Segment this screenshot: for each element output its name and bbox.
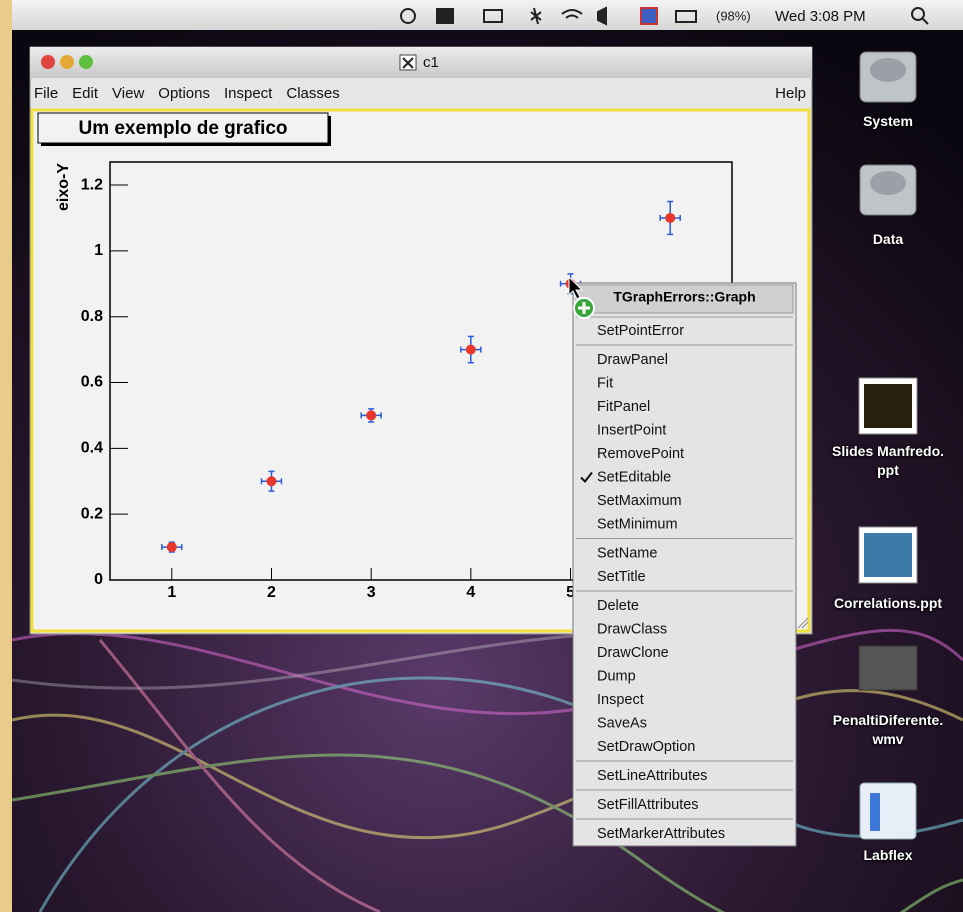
x-tick-label: 4 — [466, 584, 475, 601]
context-menu-item[interactable]: SetLineAttributes — [597, 768, 707, 784]
context-menu-item[interactable]: Dump — [597, 668, 636, 684]
desktop-icon-label[interactable]: Data — [830, 230, 946, 249]
file-icon[interactable] — [860, 783, 916, 839]
file-preview — [864, 384, 912, 428]
context-menu-item[interactable]: Fit — [597, 375, 613, 391]
context-menu-item[interactable]: InsertPoint — [597, 422, 666, 438]
desktop-icon-label[interactable]: Slides Manfredo.ppt — [830, 442, 946, 480]
context-menu-item[interactable]: SetMinimum — [597, 516, 678, 532]
menu-item[interactable]: Edit — [72, 85, 99, 102]
data-point[interactable] — [466, 345, 476, 355]
drive-icon-detail — [870, 171, 906, 195]
menu-item[interactable]: File — [34, 85, 58, 102]
x-tick-label: 1 — [167, 584, 176, 601]
desktop-icon-label[interactable]: PenaltiDiferente.wmv — [830, 711, 946, 749]
menu-strip — [31, 79, 811, 109]
screen: (98%) Wed 3:08 PM c1 File Edit View Options… — [0, 0, 963, 912]
context-menu-item[interactable]: SetName — [597, 545, 657, 561]
context-menu-item[interactable]: SetPointError — [597, 323, 684, 339]
clock[interactable]: Wed 3:08 PM — [775, 8, 866, 25]
data-point[interactable] — [167, 542, 177, 552]
desktop-icon-label[interactable]: System — [830, 112, 946, 131]
menu-item[interactable]: Classes — [286, 85, 339, 102]
context-menu-item[interactable]: SetEditable — [597, 469, 671, 485]
y-tick-label: 0.6 — [81, 374, 103, 391]
y-tick-label: 0.4 — [81, 440, 103, 457]
menu-item[interactable]: Options — [158, 85, 210, 102]
y-axis-label: eixo-Y — [55, 163, 72, 211]
chart-title: Um exemplo de grafico — [78, 118, 287, 139]
x-tick-label: 3 — [367, 584, 376, 601]
context-menu-item[interactable]: DrawClone — [597, 645, 669, 661]
data-point[interactable] — [665, 213, 675, 223]
desktop-icon-label[interactable]: Labflex — [830, 846, 946, 865]
y-tick-label: 0.2 — [81, 505, 103, 522]
data-point[interactable] — [366, 410, 376, 420]
context-menu-title: TGraphErrors::Graph — [613, 289, 755, 305]
context-menu-item[interactable]: DrawPanel — [597, 352, 668, 368]
context-menu-item[interactable]: SaveAs — [597, 715, 647, 731]
window-title: c1 — [423, 54, 439, 71]
file-icon[interactable] — [859, 646, 917, 690]
minimize-button[interactable] — [60, 55, 74, 69]
context-menu-item[interactable]: Delete — [597, 598, 639, 614]
file-preview — [870, 793, 880, 831]
help-menu[interactable]: Help — [775, 85, 806, 102]
drive-icon-detail — [870, 58, 906, 82]
title-bar — [30, 47, 812, 78]
x-tick-label: 2 — [267, 584, 276, 601]
y-tick-label: 0.8 — [81, 308, 103, 325]
context-menu-item[interactable]: SetFillAttributes — [597, 797, 699, 813]
close-button[interactable] — [41, 55, 55, 69]
context-menu-item[interactable]: FitPanel — [597, 399, 650, 415]
menu-item[interactable]: Inspect — [224, 85, 273, 102]
y-tick-label: 1 — [94, 242, 103, 259]
zoom-button[interactable] — [79, 55, 93, 69]
context-menu-item[interactable]: Inspect — [597, 692, 644, 708]
battery-percent: (98%) — [716, 8, 751, 23]
desktop: (98%) Wed 3:08 PM c1 File Edit View Options… — [0, 0, 963, 912]
context-menu-item[interactable]: SetMaximum — [597, 493, 682, 509]
desktop-icon-label[interactable]: Correlations.ppt — [830, 594, 946, 613]
context-menu-item[interactable]: SetMarkerAttributes — [597, 826, 725, 842]
menu-item[interactable]: View — [112, 85, 144, 102]
y-tick-label: 0 — [94, 571, 103, 588]
context-menu-item[interactable]: DrawClass — [597, 621, 667, 637]
y-tick-label: 1.2 — [81, 176, 103, 193]
data-point[interactable] — [266, 476, 276, 486]
context-menu-item[interactable]: RemovePoint — [597, 446, 684, 462]
context-menu-item[interactable]: SetDrawOption — [597, 739, 695, 755]
file-preview — [864, 533, 912, 577]
context-menu-item[interactable]: SetTitle — [597, 569, 646, 585]
